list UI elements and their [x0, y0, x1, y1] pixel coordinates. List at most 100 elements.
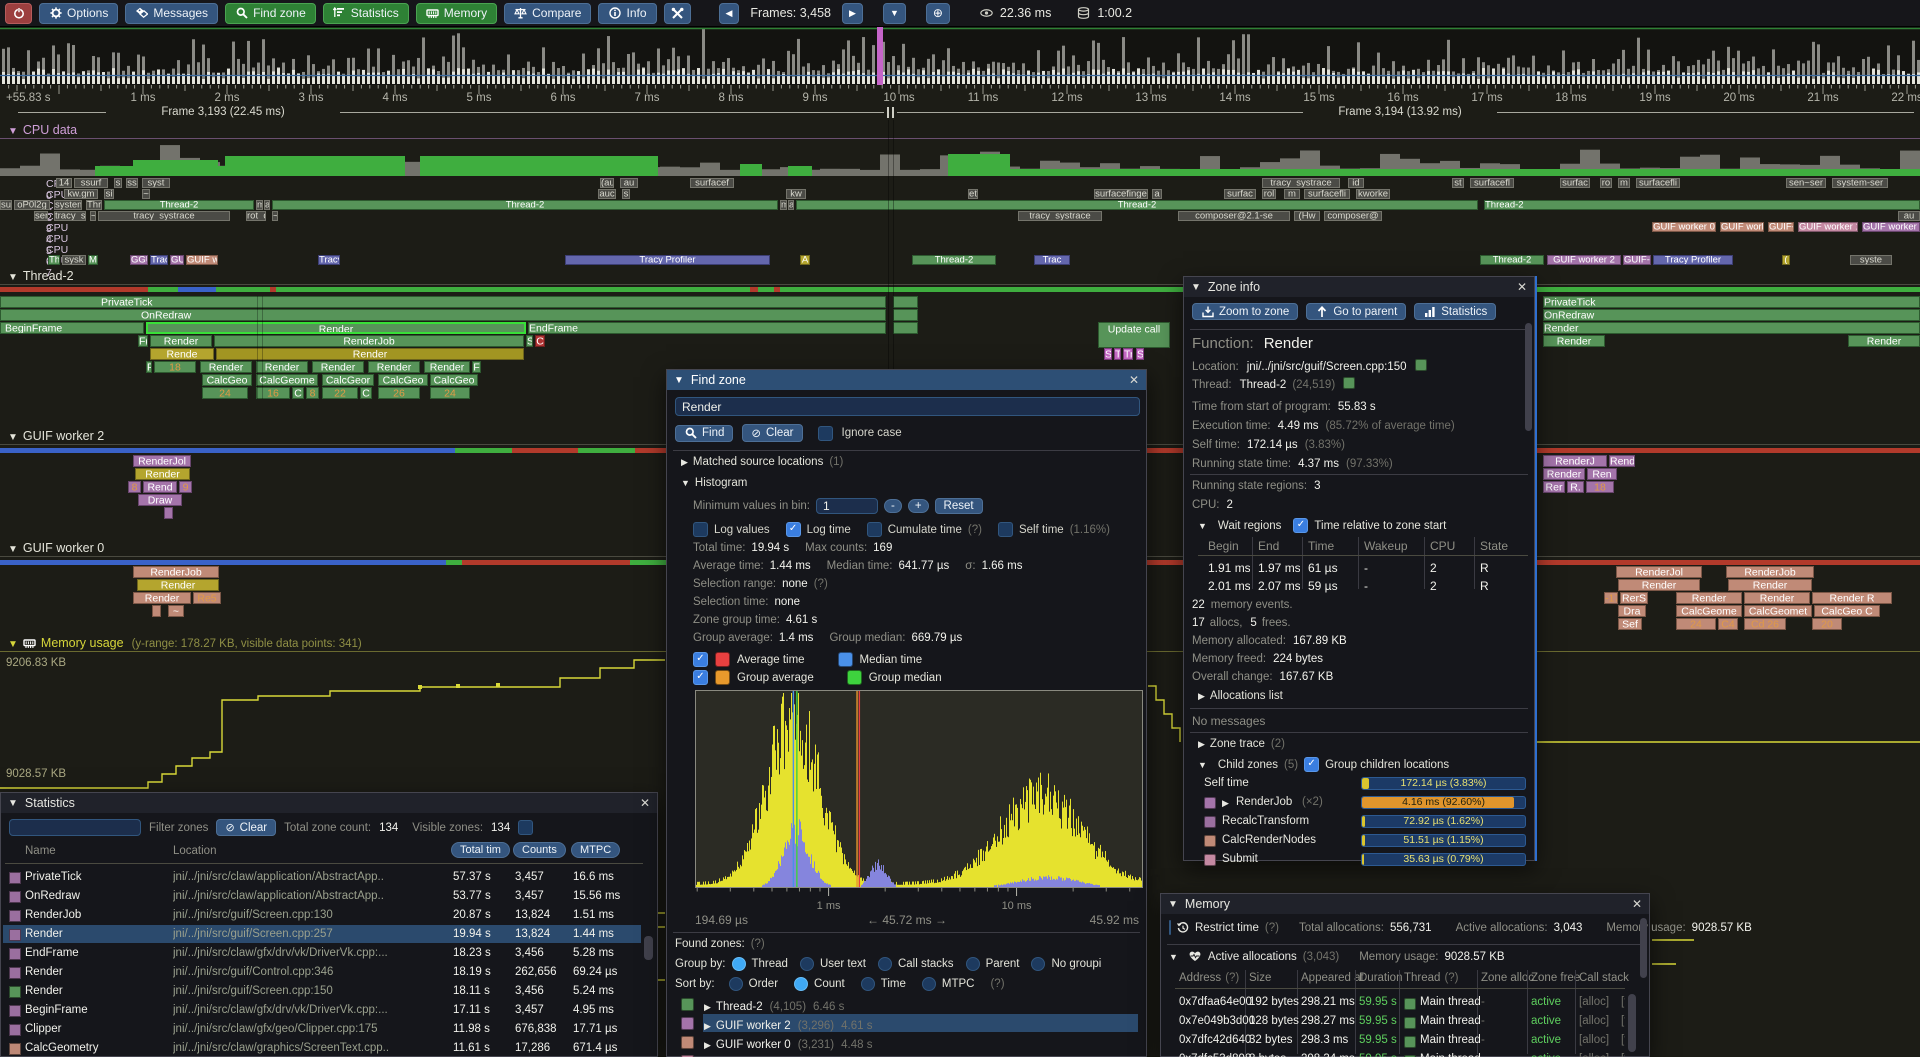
- cpu-zone-chip[interactable]: rot_d: [246, 211, 266, 221]
- cpu-zone-chip[interactable]: composer@2.1-se: [1178, 211, 1290, 221]
- cpu-zone-chip[interactable]: auc: [598, 189, 616, 199]
- zone-chip[interactable]: Rend: [1609, 455, 1635, 467]
- collapse-arrow-icon[interactable]: ▼: [1198, 520, 1207, 531]
- messages-button[interactable]: Messages: [125, 2, 219, 24]
- zone-chip[interactable]: 20: [1812, 618, 1842, 630]
- find-button[interactable]: Find: [675, 424, 734, 442]
- zone-chip[interactable]: Render: [1728, 579, 1812, 591]
- memory-column-header[interactable]: Zone alloc: [1481, 972, 1538, 984]
- find-zone-button[interactable]: Find zone: [225, 2, 316, 24]
- cpu-zone-chip[interactable]: m: [780, 200, 787, 210]
- zone-chip[interactable]: 9: [179, 481, 192, 493]
- collapse-arrow-icon[interactable]: ▼: [674, 374, 684, 386]
- zone-chip[interactable]: Tr: [1123, 348, 1133, 360]
- zone-chip[interactable]: [164, 507, 173, 519]
- zone-chip[interactable]: C: [292, 387, 304, 399]
- cpu-zone-chip[interactable]: au: [1898, 211, 1920, 221]
- cpu-zone-chip[interactable]: rol: [1262, 189, 1276, 199]
- callstack-free-link[interactable]: [free: [1621, 1053, 1625, 1057]
- zone-chip[interactable]: CalcGeo: [430, 374, 478, 386]
- zone-chip[interactable]: R.: [1567, 481, 1584, 493]
- cpu-zone-chip[interactable]: tracy_systrace: [1262, 178, 1340, 188]
- zone-chip[interactable]: Render: [1543, 468, 1585, 480]
- zone-chip[interactable]: Render: [200, 361, 252, 373]
- zoom-to-zone-button[interactable]: Zoom to zone: [1192, 303, 1299, 320]
- cpu-zone-chip[interactable]: a: [788, 200, 794, 210]
- found-zone-group-row[interactable]: ▶ GUIF worker 0 (3,231) 4.48 s: [681, 1036, 1138, 1051]
- total-time-sort-button[interactable]: Total tim: [451, 842, 510, 858]
- tools-button[interactable]: [663, 2, 691, 24]
- statistics-scrollbar-thumb[interactable]: [644, 936, 653, 960]
- frame-set-dropdown-button[interactable]: ▼: [882, 2, 906, 24]
- zone-chip[interactable]: Draw: [138, 494, 182, 506]
- zone-chip[interactable]: Render: [133, 592, 191, 604]
- cpu-zone-chip[interactable]: GUIF-w: [1623, 255, 1651, 265]
- histogram-row[interactable]: ▼ Histogram: [681, 477, 747, 489]
- allocation-row[interactable]: 0x7dfaa64e00 192 bytes 298.21 ms 59.95 s Mai…: [1161, 996, 1625, 1012]
- time-ruler[interactable]: +55.83 s 1 ms 2 ms 3 ms 4 ms 5 ms 6 ms 7 ms 8 ms…: [0, 85, 1920, 105]
- zone-chip[interactable]: Cd 26: [1744, 618, 1786, 630]
- sort-by-radio[interactable]: [728, 977, 743, 991]
- cpu-zone-chip[interactable]: Thre: [86, 200, 102, 210]
- cpu-zone-chip[interactable]: tracy_systrace: [1018, 211, 1102, 221]
- cpu-zone-chip[interactable]: su: [0, 200, 12, 210]
- cpu-zone-chip[interactable]: sen~ser: [1786, 178, 1826, 188]
- min-bin-input[interactable]: [815, 498, 878, 514]
- child-zone-row[interactable]: CalcRenderNodes 51.51 µs (1.15%): [1198, 834, 1526, 849]
- zone-chip[interactable]: Rer: [1543, 481, 1565, 493]
- zone-chip[interactable]: C: [360, 387, 372, 399]
- cpu-zone-chip[interactable]: Tracy I: [318, 255, 340, 265]
- zone-chip[interactable]: CalcGeo: [378, 374, 428, 386]
- zone-chip[interactable]: 18: [1586, 481, 1614, 493]
- cpu-zone-chip[interactable]: GUIF worker 2: [1547, 255, 1621, 265]
- collapse-arrow-icon[interactable]: ▼: [1168, 898, 1178, 910]
- zone-chip[interactable]: 16: [256, 387, 290, 399]
- zone-chip[interactable]: Re5: [193, 592, 221, 604]
- cpu-zone-chip[interactable]: GUI: [170, 255, 184, 265]
- zone-chip[interactable]: Rend: [143, 481, 177, 493]
- power-button[interactable]: [5, 2, 32, 24]
- cpu-zone-chip[interactable]: syste: [1850, 255, 1892, 265]
- zone-chip[interactable]: RenderJob: [214, 335, 524, 347]
- cpu-zone-chip[interactable]: a: [1152, 189, 1162, 199]
- zone-chip[interactable]: 22: [322, 387, 358, 399]
- cpu-zone-chip[interactable]: Thread-2: [912, 255, 996, 265]
- cpu-zone-chip[interactable]: id: [1348, 178, 1364, 188]
- cpu-zone-chip[interactable]: (: [1782, 255, 1790, 265]
- zone-chip[interactable]: Render: [150, 335, 212, 347]
- expand-arrow-icon[interactable]: ▶: [704, 1021, 711, 1031]
- zone-chip[interactable]: Render: [135, 468, 190, 480]
- memory-scrollbar-thumb-v[interactable]: [1640, 918, 1647, 978]
- zone-chip[interactable]: S: [1104, 348, 1112, 360]
- reset-button[interactable]: Reset: [934, 498, 983, 514]
- cpu-zone-chip[interactable]: ro: [1600, 178, 1612, 188]
- filter-zones-input[interactable]: [9, 819, 141, 836]
- expand-arrow-icon[interactable]: ▶: [1222, 798, 1229, 808]
- memory-column-header[interactable]: Address (?): [1179, 972, 1239, 984]
- increase-bin-button[interactable]: +: [907, 499, 929, 513]
- zone-chip[interactable]: BeginFrame: [0, 322, 144, 334]
- cpu-zone-chip[interactable]: m: [256, 200, 263, 210]
- zone-chip[interactable]: Render: [368, 361, 420, 373]
- zone-info-titlebar[interactable]: ▼ Zone info ✕: [1184, 277, 1534, 297]
- cpu-zone-chip[interactable]: Tracy Profiler: [1653, 255, 1733, 265]
- cpu-zone-chip[interactable]: ss: [126, 178, 138, 188]
- zone-chip[interactable]: PrivateTick: [0, 296, 886, 308]
- zone-chip[interactable]: C: [535, 335, 545, 347]
- zone-chip[interactable]: [893, 296, 918, 308]
- zone-chip[interactable]: [893, 309, 918, 321]
- cpu-zone-chip[interactable]: M: [88, 255, 98, 265]
- zone-info-scrollbar-thumb[interactable]: [1525, 323, 1532, 431]
- zone-chip[interactable]: Render: [1543, 335, 1605, 347]
- ignore-case-checkbox[interactable]: [817, 425, 833, 441]
- cpu-zone-chip[interactable]: ~: [272, 211, 278, 221]
- callstack-alloc-link[interactable]: [alloc]: [1579, 996, 1610, 1008]
- found-zone-group-row[interactable]: ▶ GUIF worker 2 (3,296) 4.61 s: [681, 1017, 1138, 1032]
- cpu-zone-chip[interactable]: sysk: [62, 255, 86, 265]
- zone-chip[interactable]: Update call: [1098, 322, 1170, 348]
- collapse-arrow-icon[interactable]: ▼: [1198, 759, 1207, 770]
- cpu-zone-chip[interactable]: surfacefl: [1470, 178, 1514, 188]
- memory-column-header[interactable]: Duration: [1359, 972, 1406, 984]
- cpu-zone-chip[interactable]: m: [1618, 178, 1630, 188]
